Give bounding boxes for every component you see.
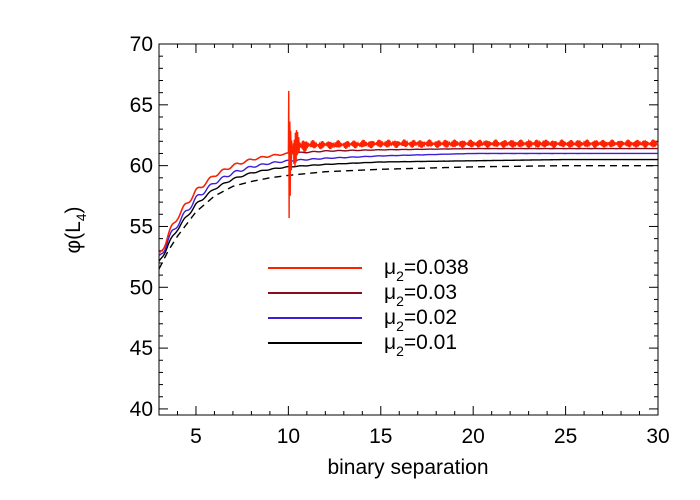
y-tick-label: 40 bbox=[130, 398, 153, 421]
series-line bbox=[158, 158, 658, 262]
x-tick-label: 15 bbox=[369, 425, 392, 448]
legend-label: μ2=0.01 bbox=[384, 331, 457, 359]
axis-ticks bbox=[158, 43, 659, 415]
series-line bbox=[158, 90, 659, 254]
y-tick-label: 70 bbox=[130, 33, 153, 56]
legend-label: μ2=0.038 bbox=[384, 256, 469, 284]
legend-label: μ2=0.02 bbox=[384, 306, 457, 334]
y-axis-title-close: ) bbox=[62, 206, 85, 213]
plot-frame bbox=[158, 43, 659, 416]
y-axis-title: φ(L4) bbox=[62, 206, 89, 253]
y-tick-label: 50 bbox=[130, 276, 153, 299]
x-axis-title: binary separation bbox=[327, 456, 488, 479]
tick-labels: 5 10 15 20 25 30 40 45 50 55 60 65 70 bbox=[130, 33, 670, 448]
y-tick-label: 60 bbox=[130, 155, 153, 178]
y-axis-title-subscript: 4 bbox=[73, 213, 89, 221]
x-tick-label: 10 bbox=[277, 425, 300, 448]
x-tick-label: 5 bbox=[190, 425, 202, 448]
x-tick-label: 20 bbox=[462, 425, 485, 448]
x-tick-label: 25 bbox=[554, 425, 577, 448]
y-tick-label: 45 bbox=[130, 337, 153, 360]
y-tick-label: 55 bbox=[130, 215, 153, 238]
series-layer bbox=[158, 90, 659, 270]
y-tick-label: 65 bbox=[130, 94, 153, 117]
y-axis-title-main: φ(L bbox=[62, 221, 85, 253]
legend-label: μ2=0.03 bbox=[384, 281, 457, 309]
x-tick-label: 30 bbox=[646, 425, 669, 448]
series-line bbox=[158, 152, 658, 257]
series-line bbox=[158, 164, 658, 270]
